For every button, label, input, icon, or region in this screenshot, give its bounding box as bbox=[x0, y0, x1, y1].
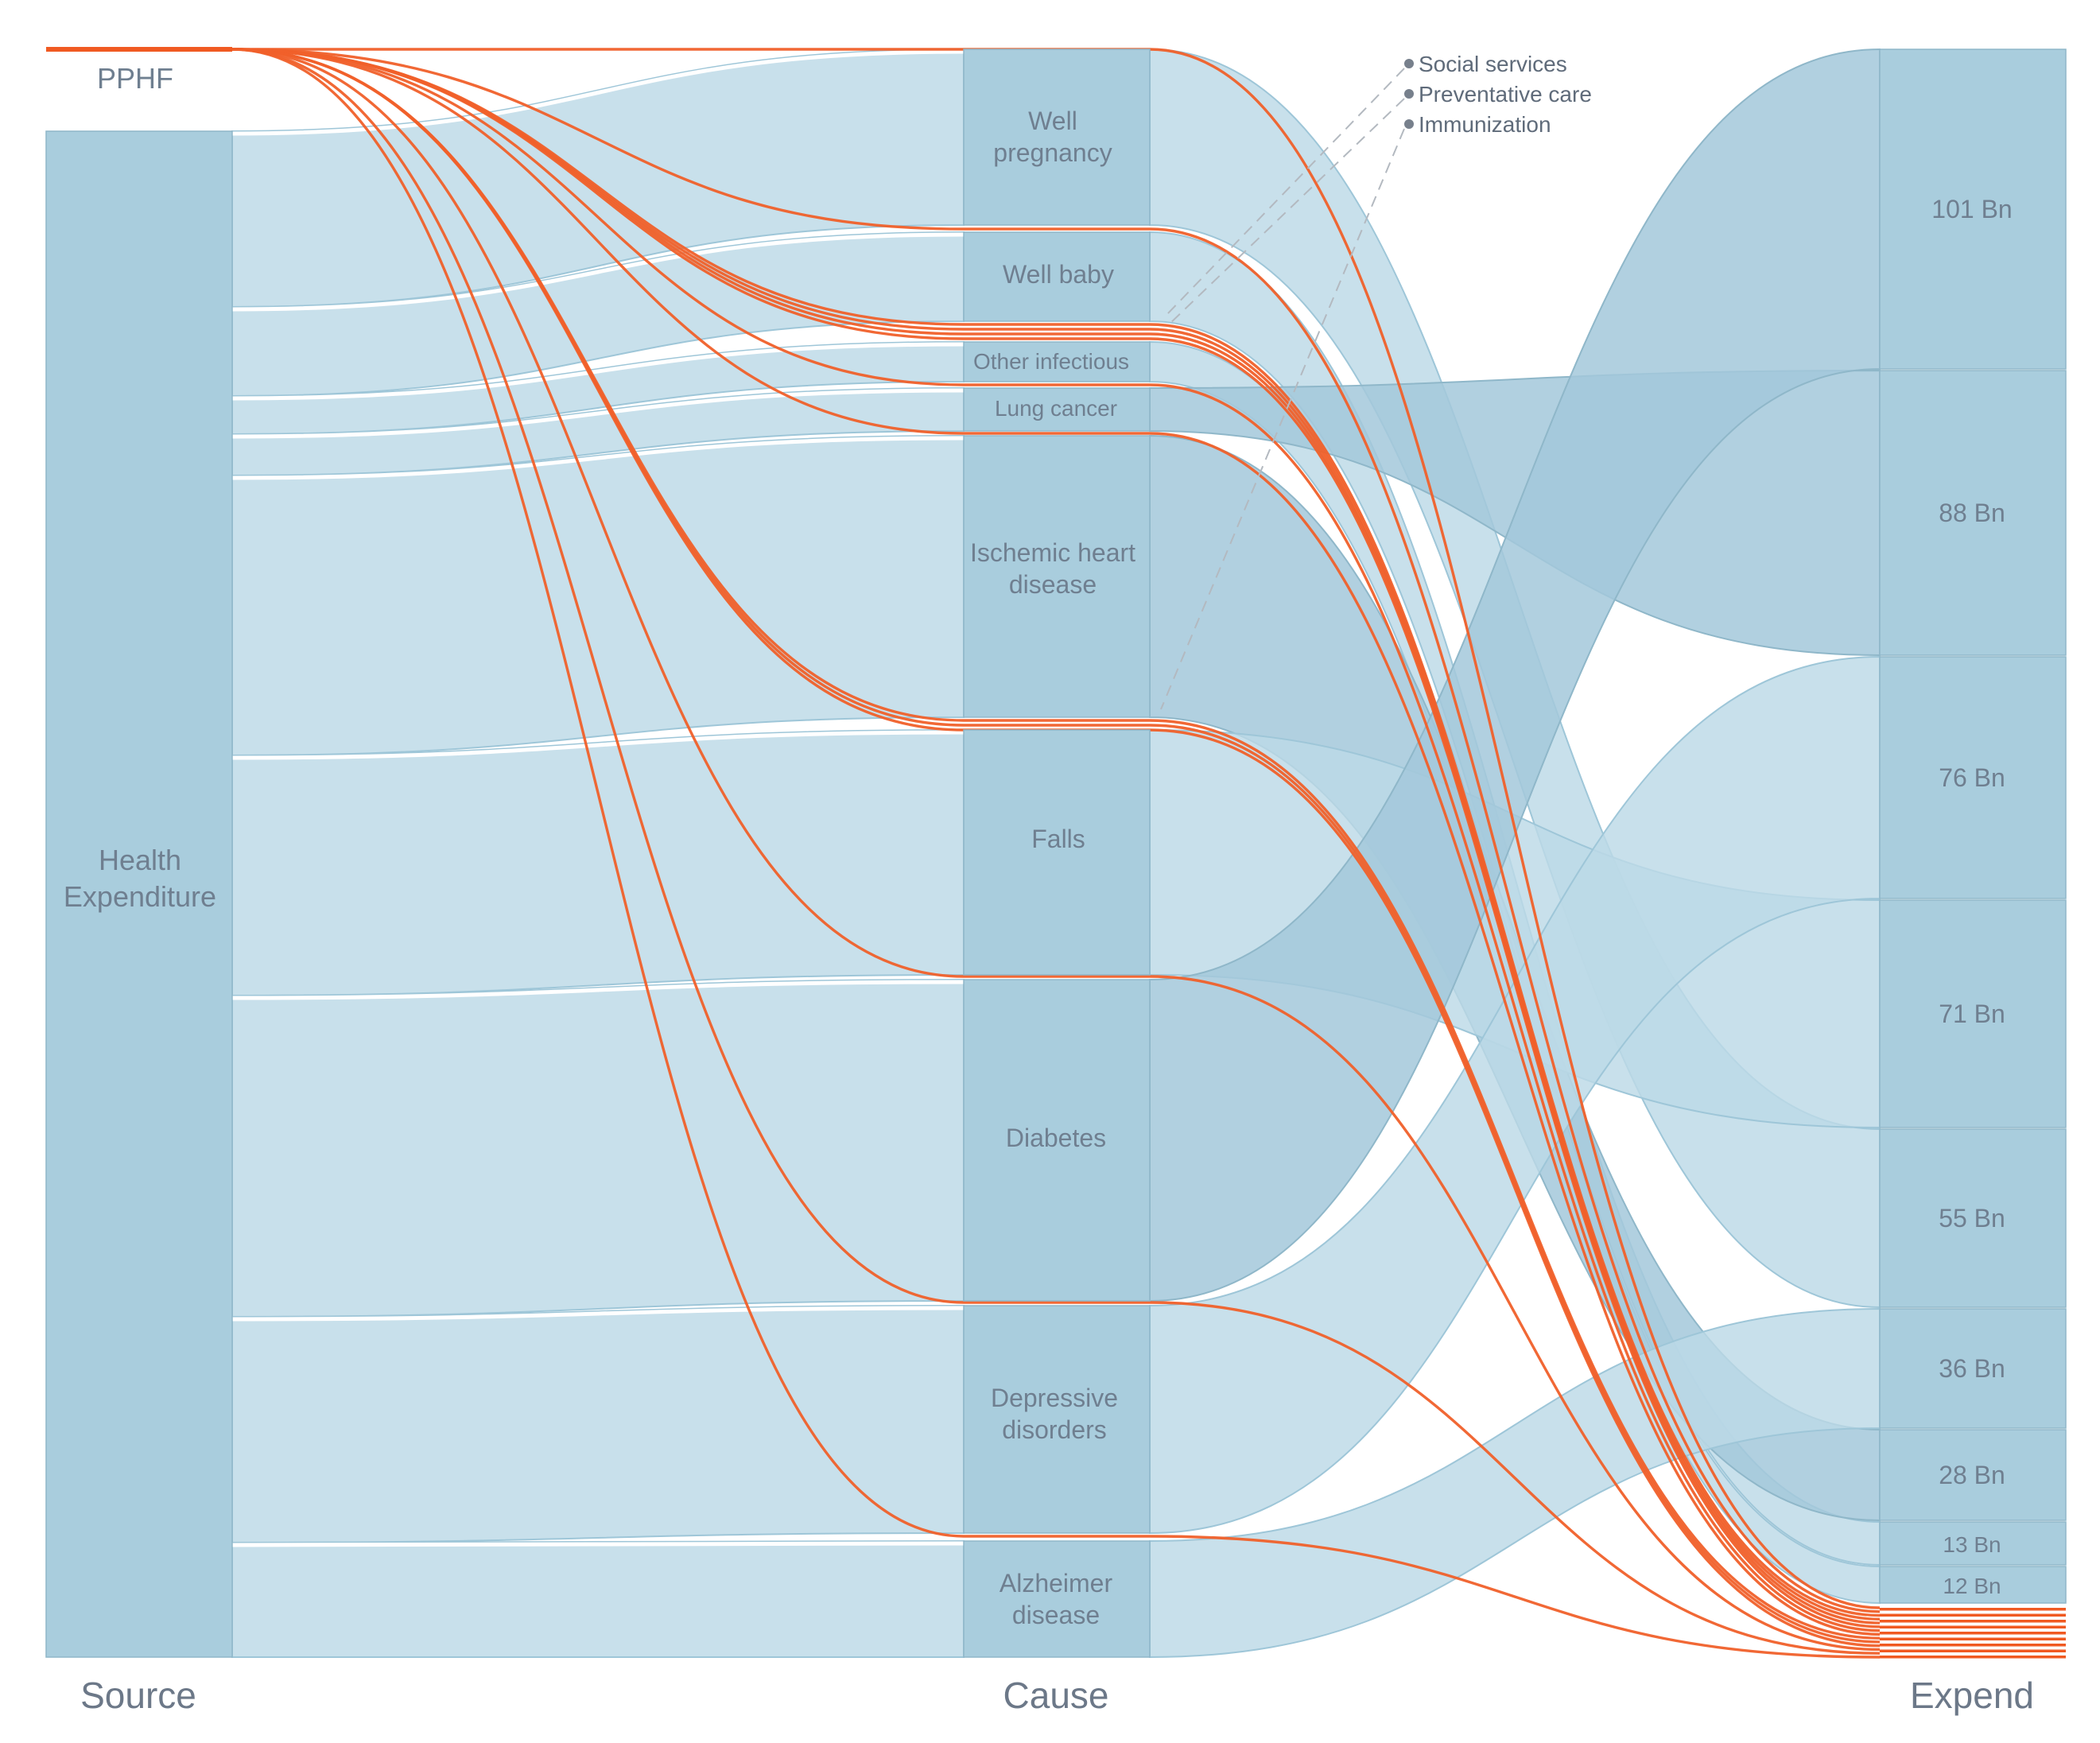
label-expend-e88: 88 Bn bbox=[1939, 499, 2005, 527]
pphf-program-annotation: Social services Preventative care Immuniza… bbox=[1160, 52, 1592, 710]
node-expend-e76 bbox=[1879, 656, 2067, 899]
pphf-flow-ischemic-7 bbox=[231, 48, 965, 435]
node-expend-pphf-slice bbox=[1880, 1625, 2066, 1628]
node-expend-pphf-slice bbox=[1880, 1644, 2066, 1647]
node-expend-e12 bbox=[1879, 1566, 2067, 1604]
label-expend-e55: 55 Bn bbox=[1939, 1204, 2005, 1233]
flow-separator-alzheimer bbox=[231, 1541, 965, 1547]
pphf-flow-other_infectious-5 bbox=[231, 48, 965, 340]
node-expend-e55 bbox=[1879, 1128, 2067, 1308]
annotation-dot bbox=[1404, 59, 1414, 68]
label-expend-e13: 13 Bn bbox=[1943, 1532, 2001, 1557]
flow-bands bbox=[231, 48, 1881, 1659]
label-expend-e36: 36 Bn bbox=[1939, 1354, 2005, 1383]
label-cause-alzheimer: Alzheimer disease bbox=[1000, 1569, 1113, 1629]
pphf-to-expend-7 bbox=[1149, 432, 1881, 1636]
node-cause-depressive bbox=[963, 1305, 1151, 1534]
annotation-dot bbox=[1404, 119, 1414, 129]
label-cause-falls: Falls bbox=[1031, 825, 1085, 853]
column-label-source: Source bbox=[80, 1675, 196, 1716]
pphf-flow-depressive-12 bbox=[231, 48, 965, 1304]
pphf-to-expend-5 bbox=[1149, 337, 1881, 1628]
annotation-label: Social services bbox=[1419, 52, 1567, 76]
node-expend-pphf-slice bbox=[1880, 1620, 2066, 1623]
node-expend-e13 bbox=[1879, 1521, 2067, 1566]
label-cause-well_pregnancy: Well pregnancy bbox=[993, 107, 1112, 167]
column-label-cause: Cause bbox=[1003, 1675, 1109, 1716]
pphf-flow-diabetes-11 bbox=[231, 48, 965, 978]
pphf-flow-falls-10 bbox=[231, 48, 965, 732]
label-expend-e71: 71 Bn bbox=[1939, 1000, 2005, 1028]
node-health-expenditure bbox=[45, 130, 233, 1658]
flow-band-health-diabetes bbox=[231, 978, 965, 1318]
node-expend-pphf-slice bbox=[1880, 1637, 2066, 1640]
pphf-flow-lung_cancer-6 bbox=[231, 48, 965, 386]
pphf-flows bbox=[231, 48, 1881, 1659]
node-cause-other_infectious bbox=[963, 341, 1151, 382]
node-expend-pphf-slice bbox=[1880, 1608, 2066, 1611]
labels: PPHF Health Expenditure Well pregnancy Well b… bbox=[64, 62, 2034, 1716]
node-expend-pphf-slice bbox=[1880, 1656, 2066, 1659]
label-expend-e101: 101 Bn bbox=[1931, 195, 2012, 223]
node-expend-e88 bbox=[1879, 370, 2067, 656]
node-expend-pphf-slice bbox=[1880, 1632, 2066, 1635]
label-cause-diabetes: Diabetes bbox=[1006, 1124, 1106, 1152]
node-cause-falls bbox=[963, 729, 1151, 976]
node-pphf bbox=[46, 47, 232, 52]
pphf-to-expend-9 bbox=[1149, 724, 1881, 1644]
label-cause-depressive: Depressive disorders bbox=[991, 1384, 1118, 1444]
annotation-leader-line bbox=[1166, 68, 1405, 315]
pphf-to-expend-6 bbox=[1149, 383, 1881, 1632]
node-expend-e101 bbox=[1879, 49, 2067, 370]
flow-separator-depressive bbox=[231, 1306, 965, 1322]
flow-band-health-depressive bbox=[231, 1304, 965, 1544]
node-expend-e28 bbox=[1879, 1429, 2067, 1521]
node-cause-lung_cancer bbox=[963, 387, 1151, 432]
label-cause-other_infectious: Other infectious bbox=[973, 349, 1129, 374]
pphf-to-expend-12 bbox=[1149, 1301, 1881, 1655]
flow-separator-falls bbox=[231, 730, 965, 760]
pphf-to-expend-13 bbox=[1149, 1535, 1881, 1659]
node-expend-e71 bbox=[1879, 899, 2067, 1128]
node-cause-diabetes bbox=[963, 979, 1151, 1302]
pphf-to-expend-1 bbox=[1149, 227, 1881, 1613]
pphf-flow-alzheimer-13 bbox=[231, 48, 965, 1538]
pphf-flow-well_baby-1 bbox=[231, 48, 965, 231]
node-expend-pphf-slice bbox=[1880, 1649, 2066, 1652]
node-expend-e36 bbox=[1879, 1308, 2067, 1429]
annotation-label: Preventative care bbox=[1419, 82, 1592, 107]
flow-separator-diabetes bbox=[231, 980, 965, 1000]
node-cause-well_pregnancy bbox=[963, 49, 1151, 226]
flow-separator-other_infectious bbox=[231, 342, 965, 401]
annotation-label: Immunization bbox=[1419, 112, 1551, 137]
label-cause-lung_cancer: Lung cancer bbox=[995, 396, 1117, 421]
label-health-expenditure: Health Expenditure bbox=[64, 844, 216, 913]
label-cause-well_baby: Well baby bbox=[1003, 260, 1114, 289]
label-expend-e12: 12 Bn bbox=[1943, 1574, 2001, 1598]
annotation-dot bbox=[1404, 89, 1414, 99]
column-label-expend: Expend bbox=[1910, 1675, 2034, 1716]
flow-band-health-alzheimer bbox=[231, 1539, 965, 1659]
pphf-to-expend-11 bbox=[1149, 975, 1881, 1652]
node-cause-alzheimer bbox=[963, 1540, 1151, 1658]
pphf-to-expend-10 bbox=[1149, 728, 1881, 1648]
label-expend-e28: 28 Bn bbox=[1939, 1461, 2005, 1489]
nodes bbox=[45, 47, 2067, 1659]
pphf-to-expend-8 bbox=[1149, 719, 1881, 1640]
flow-separator-well_pregnancy bbox=[231, 49, 965, 136]
node-expend-pphf-slice bbox=[1880, 1613, 2066, 1617]
node-cause-well_baby bbox=[963, 231, 1151, 322]
flow-separator-lung_cancer bbox=[231, 388, 965, 439]
label-pphf: PPHF bbox=[97, 62, 173, 95]
flow-separator-ischemic bbox=[231, 436, 965, 480]
pphf-to-expend-0 bbox=[1149, 48, 1881, 1609]
label-cause-ischemic: Ischemic heart disease bbox=[970, 538, 1135, 599]
annotation-leader-line bbox=[1160, 128, 1405, 710]
flow-band-health-falls bbox=[231, 728, 965, 997]
node-cause-ischemic bbox=[963, 435, 1151, 718]
flow-separator-well_baby bbox=[231, 232, 965, 312]
label-expend-e76: 76 Bn bbox=[1939, 763, 2005, 792]
